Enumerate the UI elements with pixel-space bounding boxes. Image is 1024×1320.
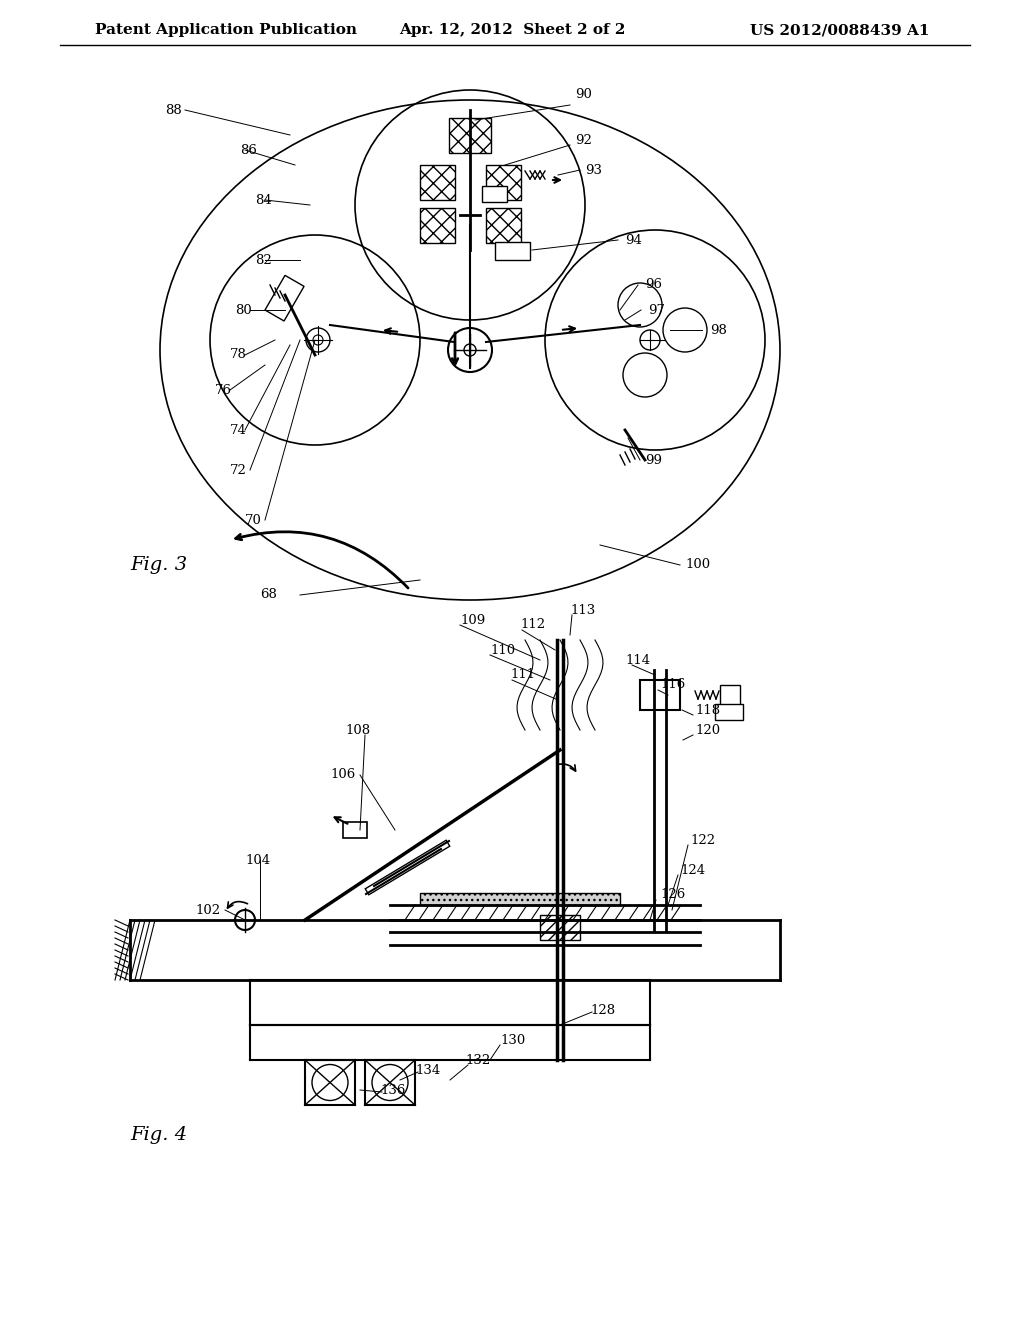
Text: 128: 128: [590, 1003, 615, 1016]
Text: 122: 122: [690, 833, 715, 846]
Text: 126: 126: [660, 888, 685, 902]
Text: 114: 114: [625, 653, 650, 667]
Bar: [715, 704, 743, 719]
Text: 113: 113: [570, 603, 595, 616]
Text: 72: 72: [230, 463, 247, 477]
Bar: [420, 894, 620, 906]
Text: 68: 68: [260, 589, 276, 602]
Text: Fig. 3: Fig. 3: [130, 556, 187, 574]
Text: 120: 120: [695, 723, 720, 737]
Text: Fig. 4: Fig. 4: [130, 1126, 187, 1144]
Text: 84: 84: [255, 194, 271, 206]
Text: US 2012/0088439 A1: US 2012/0088439 A1: [751, 22, 930, 37]
Text: 88: 88: [165, 103, 181, 116]
Bar: [343, 822, 367, 838]
Bar: [540, 915, 580, 940]
Text: 100: 100: [685, 558, 710, 572]
Text: 82: 82: [255, 253, 271, 267]
Bar: [485, 207, 520, 243]
Text: 90: 90: [575, 88, 592, 102]
Text: 130: 130: [500, 1034, 525, 1047]
Bar: [495, 242, 530, 260]
Text: 134: 134: [415, 1064, 440, 1077]
Text: 110: 110: [490, 644, 515, 656]
Text: 136: 136: [380, 1084, 406, 1097]
Text: 118: 118: [695, 704, 720, 717]
Bar: [265, 276, 304, 321]
Text: 97: 97: [648, 304, 665, 317]
Text: 98: 98: [710, 323, 727, 337]
Text: 112: 112: [520, 619, 545, 631]
Bar: [420, 207, 455, 243]
Text: 94: 94: [625, 234, 642, 247]
Text: 116: 116: [660, 678, 685, 692]
Bar: [449, 117, 490, 153]
Bar: [420, 165, 455, 199]
Bar: [482, 186, 507, 202]
Text: 80: 80: [234, 304, 252, 317]
Text: Patent Application Publication: Patent Application Publication: [95, 22, 357, 37]
Text: 106: 106: [330, 768, 355, 781]
Bar: [640, 680, 680, 710]
Text: 70: 70: [245, 513, 262, 527]
Bar: [720, 685, 740, 705]
Text: 99: 99: [645, 454, 662, 466]
Text: Apr. 12, 2012  Sheet 2 of 2: Apr. 12, 2012 Sheet 2 of 2: [398, 22, 626, 37]
Text: 111: 111: [510, 668, 536, 681]
Text: 86: 86: [240, 144, 257, 157]
Text: 124: 124: [680, 863, 706, 876]
Text: 109: 109: [460, 614, 485, 627]
Text: 132: 132: [465, 1053, 490, 1067]
Text: 104: 104: [245, 854, 270, 866]
Text: 108: 108: [345, 723, 370, 737]
Text: 92: 92: [575, 133, 592, 147]
Circle shape: [449, 327, 492, 372]
Text: 74: 74: [230, 424, 247, 437]
Text: 78: 78: [230, 348, 247, 362]
Text: 93: 93: [585, 164, 602, 177]
Text: 76: 76: [215, 384, 232, 396]
Bar: [485, 165, 520, 199]
Text: 96: 96: [645, 279, 662, 292]
Text: 102: 102: [195, 903, 220, 916]
